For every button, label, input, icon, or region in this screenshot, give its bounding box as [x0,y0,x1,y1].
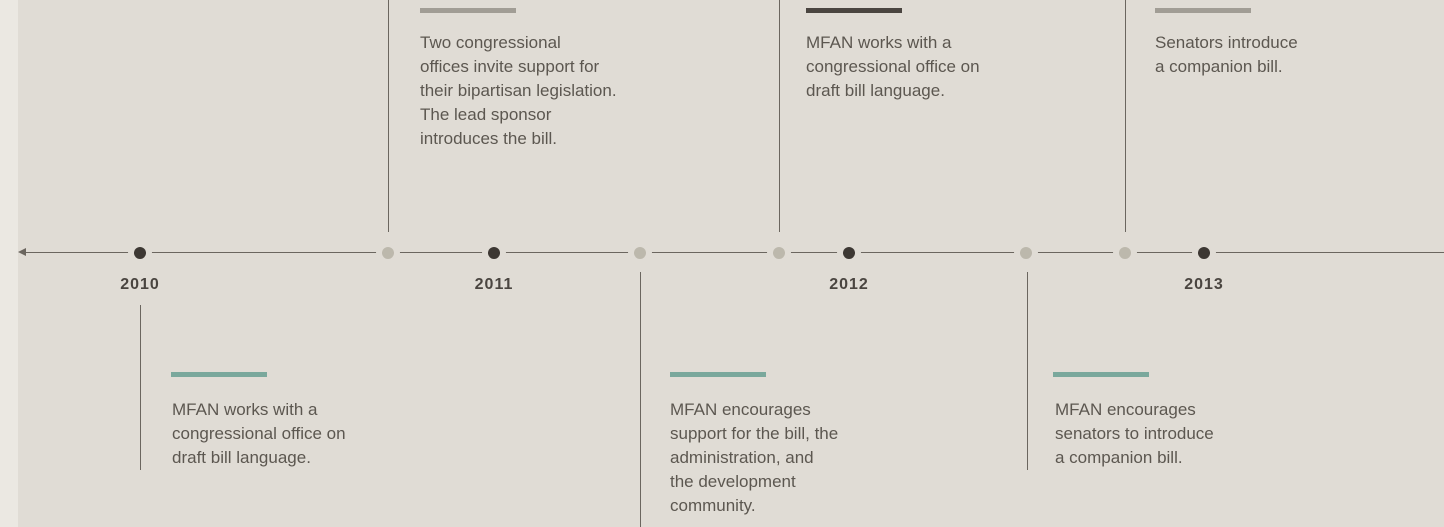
event-bar [1155,8,1251,13]
connector [1125,0,1126,232]
event-line: offices invite support for [420,57,600,76]
event-line: Senators introduce [1155,33,1298,52]
event-line: draft bill language. [806,81,945,100]
event-line: MFAN encourages [1055,400,1196,419]
year-dot [134,247,146,259]
event-bar [670,372,766,377]
event-dot [634,247,646,259]
year-dot [488,247,500,259]
event-bar [1053,372,1149,377]
event-text: Senators introduce a companion bill. [1155,31,1298,79]
year-dot [1198,247,1210,259]
connector [140,305,141,470]
event-line: introduces the bill. [420,129,558,148]
connector [640,272,641,527]
event-line: The lead sponsor [420,105,552,124]
year-label: 2010 [120,276,160,293]
event-line: support for the bill, the [670,424,839,443]
year-label: 2012 [829,276,869,293]
year-dot [843,247,855,259]
event-line: draft bill language. [172,448,311,467]
event-line: Two congressional [420,33,561,52]
event-line: congressional office on [172,424,346,443]
event-dot [382,247,394,259]
event-dot [1020,247,1032,259]
event-line: a companion bill. [1155,57,1283,76]
event-line: senators to introduce [1055,424,1214,443]
connector [1027,272,1028,470]
event-line: the development [670,472,796,491]
event-bar [420,8,516,13]
event-line: their bipartisan legislation. [420,81,617,100]
event-line: community. [670,496,756,515]
connector [779,0,780,232]
event-bar [806,8,902,13]
event-line: congressional office on [806,57,980,76]
event-line: a companion bill. [1055,448,1183,467]
event-line: administration, and [670,448,814,467]
event-text: MFAN works with a congressional office on… [806,31,980,103]
event-line: MFAN works with a [172,400,318,419]
event-line: MFAN encourages [670,400,811,419]
connector [388,0,389,232]
event-text: MFAN encourages senators to introduce a co… [1055,398,1214,470]
year-label: 2013 [1184,276,1224,293]
event-bar [171,372,267,377]
event-text: Two congressional offices invite support … [420,31,617,151]
year-label: 2011 [474,276,514,293]
event-text: MFAN encourages support for the bill, the… [670,398,838,518]
event-text: MFAN works with a congressional office on… [172,398,346,470]
event-line: MFAN works with a [806,33,952,52]
axis-arrow [18,248,26,256]
event-dot [1119,247,1131,259]
axis-line [22,252,1444,253]
left-strip [0,0,18,527]
event-dot [773,247,785,259]
